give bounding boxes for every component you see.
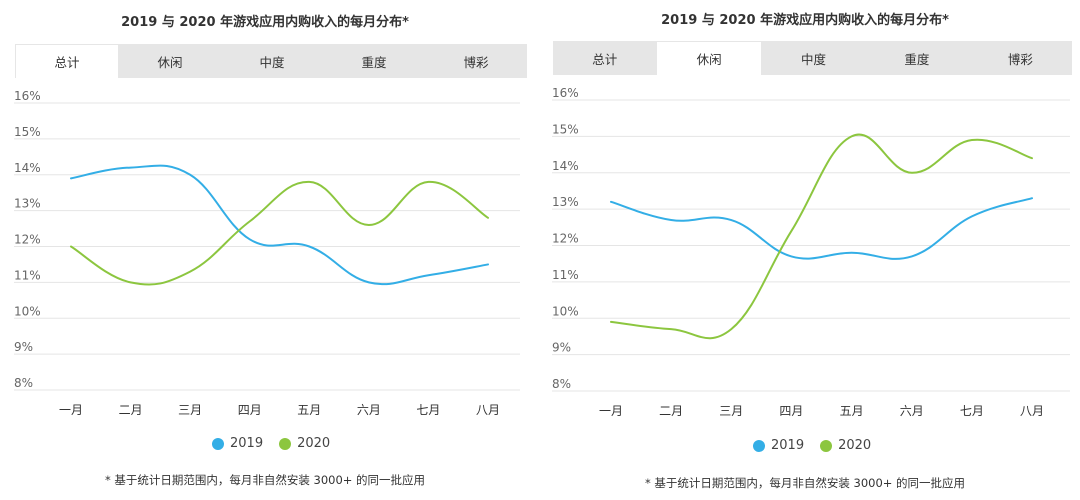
tab-total[interactable]: 总计 [592,51,618,67]
legend: 2019 2020 [212,436,330,451]
legend-item-2019[interactable]: 2019 [753,438,804,453]
y-tick-label: 9% [552,341,571,355]
series-line-2019[interactable] [70,164,489,286]
tab-hardcore[interactable]: 重度 [904,51,930,67]
y-tick-label: 13% [552,195,579,209]
legend-item-2020[interactable]: 2020 [820,438,871,453]
y-tick-label: 11% [552,268,579,282]
x-tick-label: 四月 [238,403,262,417]
line-chart-svg: 16% 15% 14% 13% 12% 11% 10% 9% 8% 一月 二月 三月 四月 五月 六月 七月 八… [14,89,520,417]
x-tick-label: 二月 [119,403,143,417]
legend-label-2019: 2019 [230,436,264,451]
y-tick-label: 14% [552,159,579,173]
legend: 2019 2020 [753,438,871,453]
chart-panel-left: 2019 与 2020 年游戏应用内购收入的每月分布* 总计 休闲 中度 重度 … [0,0,530,500]
tab-bar: 总计 休闲 中度 重度 博彩 [553,41,1072,75]
y-tick-label: 8% [552,377,571,391]
y-tick-label: 10% [552,304,579,318]
tab-total[interactable]: 总计 [15,44,119,78]
y-tick-label: 11% [14,268,41,282]
y-tick-label: 16% [14,89,41,103]
legend-swatch-2019 [212,437,224,450]
y-tick-label: 12% [552,232,579,246]
series-line-2020[interactable] [70,180,489,286]
y-tick-label: 12% [14,233,41,247]
legend-item-2020[interactable]: 2020 [279,436,330,451]
y-tick-label: 8% [14,376,33,390]
tab-midcore[interactable]: 中度 [259,54,285,70]
x-tick-label: 二月 [659,404,683,418]
chart-panel-right: 2019 与 2020 年游戏应用内购收入的每月分布* 总计 休闲 中度 重度 … [540,0,1072,500]
tab-casual[interactable]: 休闲 [656,41,762,75]
footnote: * 基于统计日期范围内，每月非自然安装 3000+ 的同一批应用 [644,476,966,490]
x-tick-label: 七月 [416,403,440,417]
x-tick-label: 一月 [59,403,83,417]
legend-item-2019[interactable]: 2019 [212,436,263,451]
x-tick-label: 三月 [719,404,743,418]
series-line-2020[interactable] [610,133,1033,340]
y-tick-label: 15% [14,125,41,139]
legend-label-2020: 2020 [297,436,331,451]
x-tick-label: 八月 [1020,404,1044,418]
chart-title: 2019 与 2020 年游戏应用内购收入的每月分布* [661,13,949,28]
legend-swatch-2019 [753,439,765,452]
x-tick-label: 四月 [779,404,803,418]
legend-label-2020: 2020 [838,438,872,453]
x-tick-label: 五月 [840,404,864,418]
x-tick-label: 六月 [357,403,381,417]
x-tick-label: 八月 [476,403,500,417]
y-tick-label: 15% [552,122,579,136]
y-tick-label: 9% [14,340,33,354]
y-tick-label: 16% [552,86,579,100]
line-chart-svg: 16% 15% 14% 13% 12% 11% 10% 9% 8% 一月 二月 三月 四月 五月 六月 七月 八… [552,86,1070,418]
y-tick-label: 13% [14,197,41,211]
y-tick-label: 10% [14,304,41,318]
y-tick-label: 14% [14,161,41,175]
tab-casino[interactable]: 博彩 [1007,51,1033,67]
x-tick-label: 六月 [900,404,924,418]
x-tick-label: 五月 [297,403,321,417]
footnote: * 基于统计日期范围内，每月非自然安装 3000+ 的同一批应用 [104,473,426,487]
x-tick-label: 一月 [599,404,623,418]
legend-label-2019: 2019 [771,438,805,453]
tab-hardcore[interactable]: 重度 [361,54,387,70]
chart-title: 2019 与 2020 年游戏应用内购收入的每月分布* [121,15,409,30]
legend-swatch-2020 [820,439,833,452]
tab-casino[interactable]: 博彩 [463,54,489,70]
tab-casual[interactable]: 休闲 [157,54,183,70]
tab-bar: 总计 休闲 中度 重度 博彩 [15,44,527,78]
tab-midcore[interactable]: 中度 [801,51,827,67]
x-tick-label: 七月 [960,404,984,418]
series-line-2019[interactable] [610,197,1033,260]
x-tick-label: 三月 [178,403,202,417]
legend-swatch-2020 [279,437,292,450]
